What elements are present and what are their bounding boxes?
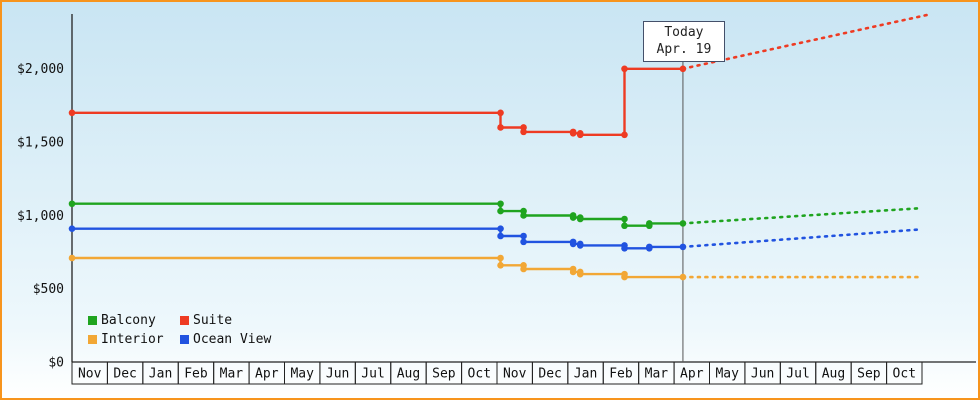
today-label: Today [664,25,704,40]
today-date: Apr. 19 [656,42,712,57]
svg-text:Mar: Mar [220,367,244,382]
svg-text:Apr: Apr [680,367,704,382]
suite-swatch-icon [180,316,189,325]
svg-text:Jul: Jul [361,367,384,382]
svg-text:Jan: Jan [149,367,172,382]
svg-text:Dec: Dec [113,367,136,382]
legend-label-interior: Interior [101,332,164,347]
svg-text:Aug: Aug [822,367,845,382]
svg-text:Apr: Apr [255,367,279,382]
today-annotation: Today Apr. 19 [642,21,725,62]
svg-text:$2,000: $2,000 [17,62,64,77]
svg-text:Jun: Jun [326,367,349,382]
svg-text:Jul: Jul [786,367,809,382]
svg-text:Aug: Aug [397,367,420,382]
svg-text:Sep: Sep [857,367,881,382]
balcony-swatch-icon [88,316,97,325]
legend-item-ocean-view: Ocean View [180,332,271,347]
svg-text:Jun: Jun [751,367,774,382]
svg-text:Jan: Jan [574,367,597,382]
svg-text:Dec: Dec [538,367,561,382]
legend-label-ocean-view: Ocean View [193,332,272,347]
legend-item-balcony: Balcony [88,313,180,328]
interior-swatch-icon [88,335,97,344]
svg-text:Oct: Oct [893,367,916,382]
legend-item-interior: Interior [88,332,180,347]
svg-text:Feb: Feb [609,367,633,382]
legend-label-balcony: Balcony [101,313,156,328]
svg-text:Nov: Nov [503,367,527,382]
svg-text:Feb: Feb [184,367,208,382]
svg-text:$1,000: $1,000 [17,209,64,224]
legend-label-suite: Suite [193,313,233,328]
svg-text:Oct: Oct [468,367,491,382]
svg-text:$0: $0 [48,356,64,371]
svg-text:Nov: Nov [78,367,102,382]
svg-text:Sep: Sep [432,367,456,382]
svg-text:$500: $500 [33,282,64,297]
legend-item-suite: Suite [180,313,271,328]
svg-text:May: May [290,367,314,382]
ocean-view-swatch-icon [180,335,189,344]
svg-text:Mar: Mar [645,367,669,382]
svg-text:$1,500: $1,500 [17,135,64,150]
svg-text:May: May [715,367,739,382]
legend: Balcony Suite Interior Ocean View [88,313,271,347]
